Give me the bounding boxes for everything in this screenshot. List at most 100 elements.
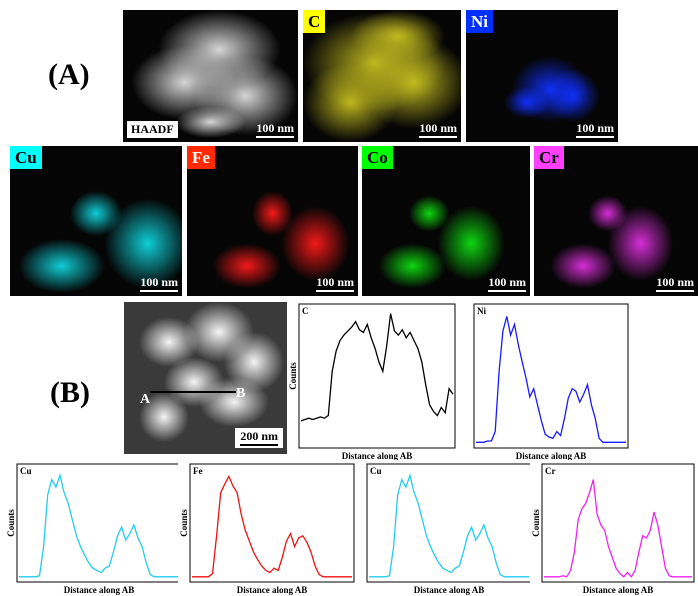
plot-fe-frame	[189, 463, 355, 583]
cr-scale-bar-text: 100 nm	[656, 275, 694, 289]
cr-map: Cr 100 nm	[534, 146, 698, 296]
cu-tag: Cu	[10, 146, 42, 169]
plot-cu1-xlabel: Distance along AB	[64, 585, 135, 595]
c-scale-bar-line	[419, 136, 457, 138]
plot-fe-element-label: Fe	[193, 466, 203, 476]
haadf-tag: HAADF	[127, 121, 178, 138]
plot-cr-xlabel: Distance along AB	[583, 585, 654, 595]
fe-blob-2	[212, 243, 282, 289]
plot-cu2-svg: Cu Distance along AB	[366, 463, 532, 595]
plot-cu1-frame	[16, 463, 182, 583]
plot-c-ylabel: Counts	[288, 362, 298, 390]
fe-scale-bar: 100 nm	[316, 276, 354, 292]
co-map-art	[378, 195, 505, 289]
co-blob-2	[378, 243, 446, 289]
plot-cu2-frame	[366, 463, 532, 583]
co-blob-1	[409, 195, 450, 232]
plot-cu1-element-label: Cu	[20, 466, 32, 476]
fe-blob-1	[251, 191, 294, 236]
plot-cu1-series-line	[19, 472, 179, 578]
co-tag: Co	[362, 146, 393, 169]
fe-scale-bar-line	[316, 290, 354, 292]
cu-scale-bar-text: 100 nm	[140, 275, 178, 289]
haadf-scale-bar-line	[256, 136, 294, 138]
haadf-map-art	[131, 10, 298, 139]
plot-ni-element-label: Ni	[477, 306, 486, 316]
cu-scale-bar-line	[140, 290, 178, 292]
plot-c-xlabel: Distance along AB	[342, 451, 413, 461]
scale-bar-linescan-text: 200 nm	[240, 429, 278, 443]
c-scale-bar: 100 nm	[419, 122, 457, 138]
plot-c-frame	[298, 303, 456, 449]
plot-fe-svg: Fe Distance along AB Counts	[179, 463, 355, 595]
haadf-image: HAADF 100 nm	[123, 10, 298, 142]
plot-c-series-line	[300, 313, 454, 422]
plot-fe-xlabel: Distance along AB	[237, 585, 308, 595]
cu-map-art	[18, 191, 182, 293]
cr-map-art	[550, 195, 674, 289]
c-blob-2	[303, 62, 398, 142]
haadf-scale-bar-text: 100 nm	[256, 121, 294, 135]
cr-scale-bar-line	[656, 290, 694, 292]
plot-cr-svg: Cr Distance along AB Counts	[531, 463, 695, 595]
plot-fe-series-line	[192, 474, 352, 578]
plot-c-svg: C Distance along AB Counts	[288, 303, 456, 461]
scale-bar-linescan: 200 nm	[235, 428, 283, 448]
plot-cu2-xlabel: Distance along AB	[414, 585, 485, 595]
plot-cu2-element-label: Cu	[370, 466, 382, 476]
co-scale-bar-text: 100 nm	[488, 275, 526, 289]
plot-ni-xlabel: Distance along AB	[516, 451, 587, 461]
ni-blob-2	[504, 86, 550, 119]
haadf-blob-3	[175, 106, 246, 139]
haadf-scale-bar: 100 nm	[256, 122, 294, 138]
plot-cu1: Cu Distance along AB Counts	[5, 460, 185, 596]
co-scale-bar-line	[488, 290, 526, 292]
plot-fe-ylabel: Counts	[179, 509, 189, 537]
co-blob-0	[437, 206, 505, 281]
fe-blob-0	[281, 206, 350, 281]
cr-blob-0	[607, 206, 674, 281]
plot-cu2-series-line	[369, 472, 529, 578]
fe-tag: Fe	[187, 146, 215, 169]
cu-blob-2	[18, 239, 105, 293]
plot-c: C Distance along AB Counts	[287, 300, 459, 462]
point-a-label: A	[140, 392, 151, 407]
c-blob-3	[350, 10, 446, 63]
plot-cu2: Cu Distance along AB	[355, 460, 535, 596]
cr-tag: Cr	[534, 146, 564, 169]
plot-cu1-svg: Cu Distance along AB Counts	[6, 463, 182, 595]
plot-cr-series-line	[544, 479, 692, 578]
c-scale-bar-text: 100 nm	[419, 121, 457, 135]
ni-scale-bar-text: 100 nm	[576, 121, 614, 135]
scale-bar-linescan-line	[240, 444, 278, 446]
fe-map: Fe 100 nm	[187, 146, 358, 296]
co-map: Co 100 nm	[362, 146, 530, 296]
c-tag: C	[303, 10, 326, 33]
ni-blob-1	[545, 69, 600, 123]
plot-ni-frame	[473, 303, 629, 449]
plot-cr-frame	[541, 463, 695, 583]
plot-ni-svg: Ni Distance along AB	[473, 303, 629, 461]
panel-a-label: (A)	[48, 58, 90, 91]
plot-cr-ylabel: Counts	[531, 509, 541, 537]
co-scale-bar: 100 nm	[488, 276, 526, 292]
fe-map-art	[212, 191, 350, 289]
plot-cr: Cr Distance along AB Counts	[530, 460, 698, 596]
ni-map-art	[504, 56, 600, 123]
fe-scale-bar-text: 100 nm	[316, 275, 354, 289]
ni-map: Ni 100 nm	[466, 10, 618, 142]
plot-cu1-ylabel: Counts	[6, 509, 16, 537]
plot-c-element-label: C	[302, 306, 309, 316]
cr-blob-1	[588, 195, 628, 232]
point-b-label: B	[236, 386, 246, 401]
ni-tag: Ni	[466, 10, 493, 33]
cu-map: Cu 100 nm	[10, 146, 182, 296]
cu-blob-0	[104, 198, 182, 289]
panel-b-label: (B)	[50, 376, 90, 409]
cr-scale-bar: 100 nm	[656, 276, 694, 292]
cu-scale-bar: 100 nm	[140, 276, 178, 292]
cr-blob-2	[550, 243, 616, 289]
c-map-art	[303, 10, 461, 142]
plot-ni: Ni Distance along AB	[462, 300, 632, 462]
plot-fe: Fe Distance along AB Counts	[178, 460, 358, 596]
